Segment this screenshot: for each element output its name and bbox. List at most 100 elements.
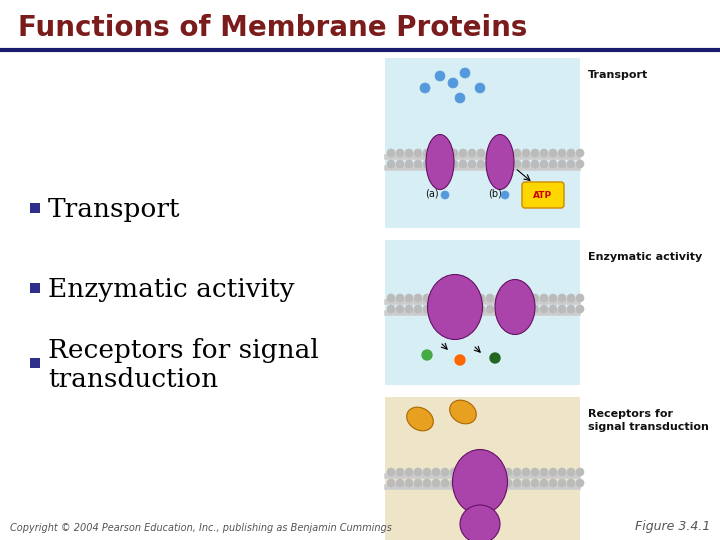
Circle shape: [486, 479, 494, 487]
Circle shape: [423, 468, 431, 476]
Circle shape: [540, 468, 548, 476]
Circle shape: [387, 160, 395, 168]
Circle shape: [522, 305, 530, 313]
Circle shape: [495, 305, 503, 313]
Circle shape: [495, 160, 503, 168]
Text: Copyright © 2004 Pearson Education, Inc., publishing as Benjamin Cummings: Copyright © 2004 Pearson Education, Inc.…: [10, 523, 392, 533]
Circle shape: [549, 479, 557, 487]
Circle shape: [405, 149, 413, 157]
Circle shape: [420, 83, 430, 93]
Text: Enzymatic activity: Enzymatic activity: [48, 278, 294, 302]
Text: Figure 3.4.1: Figure 3.4.1: [634, 520, 710, 533]
Circle shape: [477, 294, 485, 302]
Circle shape: [477, 468, 485, 476]
Circle shape: [522, 160, 530, 168]
Circle shape: [576, 160, 584, 168]
Bar: [385, 58, 580, 228]
Circle shape: [576, 479, 584, 487]
Circle shape: [549, 160, 557, 168]
Circle shape: [459, 160, 467, 168]
Circle shape: [495, 468, 503, 476]
Circle shape: [432, 160, 440, 168]
Ellipse shape: [452, 449, 508, 515]
Circle shape: [459, 479, 467, 487]
Circle shape: [531, 479, 539, 487]
Circle shape: [455, 93, 465, 103]
Circle shape: [414, 305, 422, 313]
Circle shape: [513, 468, 521, 476]
Circle shape: [468, 468, 476, 476]
Circle shape: [540, 160, 548, 168]
Circle shape: [387, 294, 395, 302]
Circle shape: [486, 160, 494, 168]
Circle shape: [441, 305, 449, 313]
Circle shape: [396, 149, 404, 157]
Circle shape: [504, 149, 512, 157]
Circle shape: [513, 160, 521, 168]
Circle shape: [549, 468, 557, 476]
Circle shape: [513, 479, 521, 487]
Circle shape: [531, 294, 539, 302]
Circle shape: [423, 305, 431, 313]
Circle shape: [423, 160, 431, 168]
Circle shape: [567, 160, 575, 168]
Circle shape: [468, 149, 476, 157]
Circle shape: [405, 294, 413, 302]
Circle shape: [450, 468, 458, 476]
Circle shape: [450, 160, 458, 168]
Bar: [30, 203, 40, 213]
Circle shape: [396, 160, 404, 168]
Circle shape: [501, 191, 509, 199]
Circle shape: [513, 294, 521, 302]
Circle shape: [549, 149, 557, 157]
Circle shape: [475, 83, 485, 93]
Circle shape: [531, 468, 539, 476]
Circle shape: [513, 305, 521, 313]
Circle shape: [522, 479, 530, 487]
Circle shape: [455, 355, 465, 365]
Circle shape: [405, 305, 413, 313]
Circle shape: [396, 468, 404, 476]
Circle shape: [448, 78, 458, 88]
Circle shape: [450, 294, 458, 302]
Circle shape: [540, 305, 548, 313]
Circle shape: [490, 353, 500, 363]
Circle shape: [414, 479, 422, 487]
Circle shape: [567, 294, 575, 302]
Circle shape: [486, 149, 494, 157]
Circle shape: [468, 294, 476, 302]
Ellipse shape: [486, 134, 514, 190]
Ellipse shape: [495, 280, 535, 334]
Text: Transport: Transport: [588, 70, 648, 80]
Circle shape: [441, 149, 449, 157]
Circle shape: [423, 479, 431, 487]
Text: Receptors for signal
transduction: Receptors for signal transduction: [48, 338, 319, 392]
Ellipse shape: [460, 505, 500, 540]
Circle shape: [486, 468, 494, 476]
Circle shape: [558, 305, 566, 313]
Bar: [30, 283, 40, 293]
Circle shape: [522, 468, 530, 476]
Bar: [385, 240, 580, 385]
Circle shape: [549, 294, 557, 302]
Circle shape: [558, 294, 566, 302]
Circle shape: [522, 149, 530, 157]
Circle shape: [567, 479, 575, 487]
Circle shape: [432, 149, 440, 157]
Circle shape: [450, 305, 458, 313]
Circle shape: [441, 160, 449, 168]
Circle shape: [423, 294, 431, 302]
Circle shape: [558, 468, 566, 476]
Circle shape: [459, 468, 467, 476]
Ellipse shape: [428, 274, 482, 340]
FancyBboxPatch shape: [522, 182, 564, 208]
Circle shape: [468, 479, 476, 487]
Circle shape: [432, 305, 440, 313]
Text: Receptors for
signal transduction: Receptors for signal transduction: [588, 409, 709, 432]
Circle shape: [405, 479, 413, 487]
Circle shape: [423, 149, 431, 157]
Circle shape: [477, 149, 485, 157]
Circle shape: [387, 468, 395, 476]
Circle shape: [504, 160, 512, 168]
Circle shape: [531, 160, 539, 168]
